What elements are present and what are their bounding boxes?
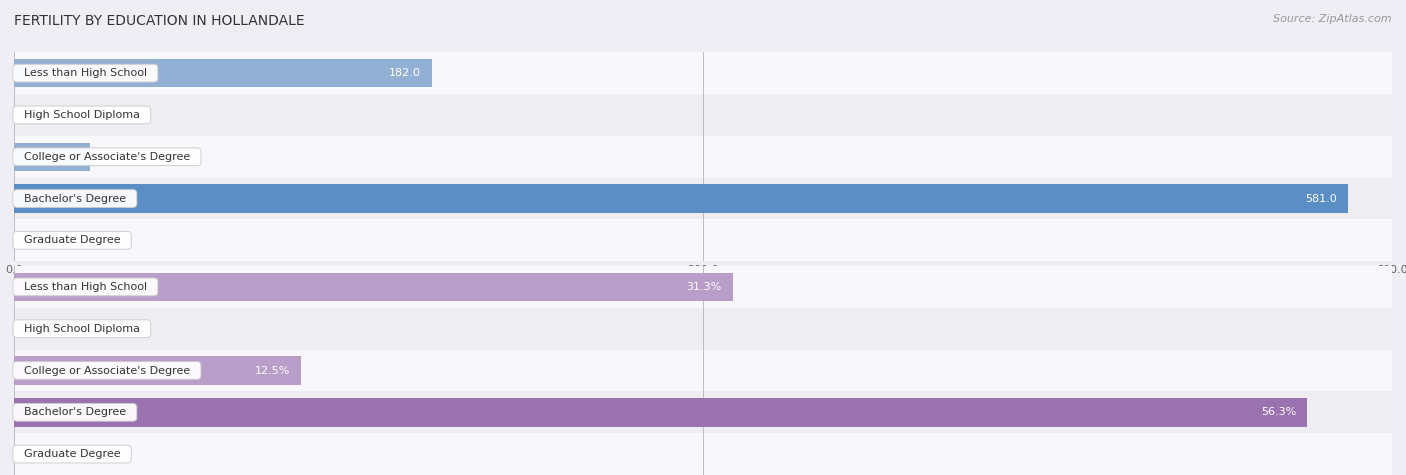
Text: Source: ZipAtlas.com: Source: ZipAtlas.com (1274, 14, 1392, 24)
Bar (14, 178, 1392, 219)
Text: High School Diploma: High School Diploma (17, 323, 146, 334)
Bar (14, 219, 1392, 261)
Text: 31.3%: 31.3% (686, 282, 721, 292)
Bar (14, 350, 1392, 391)
Text: Graduate Degree: Graduate Degree (17, 235, 128, 246)
Bar (14, 94, 1392, 136)
Text: 56.3%: 56.3% (1261, 407, 1296, 418)
Text: High School Diploma: High School Diploma (17, 110, 146, 120)
Bar (14, 433, 1392, 475)
Bar (14, 273, 733, 301)
Bar (14, 59, 432, 87)
Text: Less than High School: Less than High School (17, 68, 153, 78)
Bar (14, 308, 1392, 350)
Bar (14, 398, 1308, 427)
Bar (14, 142, 90, 171)
Text: 0.0%: 0.0% (25, 449, 53, 459)
Text: 0.0: 0.0 (25, 110, 42, 120)
Text: 0.0%: 0.0% (25, 323, 53, 334)
Text: College or Associate's Degree: College or Associate's Degree (17, 365, 197, 376)
Bar (14, 52, 1392, 94)
Bar (14, 266, 1392, 308)
Text: Less than High School: Less than High School (17, 282, 153, 292)
Text: 12.5%: 12.5% (254, 365, 290, 376)
Bar (14, 184, 1348, 213)
Bar (14, 391, 1392, 433)
Text: 0.0: 0.0 (25, 235, 42, 246)
Text: 33.0: 33.0 (101, 152, 125, 162)
Bar (14, 356, 301, 385)
Text: Bachelor's Degree: Bachelor's Degree (17, 193, 134, 204)
Text: 581.0: 581.0 (1306, 193, 1337, 204)
Text: 182.0: 182.0 (389, 68, 420, 78)
Text: Bachelor's Degree: Bachelor's Degree (17, 407, 134, 418)
Bar (14, 136, 1392, 178)
Text: FERTILITY BY EDUCATION IN HOLLANDALE: FERTILITY BY EDUCATION IN HOLLANDALE (14, 14, 305, 28)
Text: College or Associate's Degree: College or Associate's Degree (17, 152, 197, 162)
Text: Graduate Degree: Graduate Degree (17, 449, 128, 459)
